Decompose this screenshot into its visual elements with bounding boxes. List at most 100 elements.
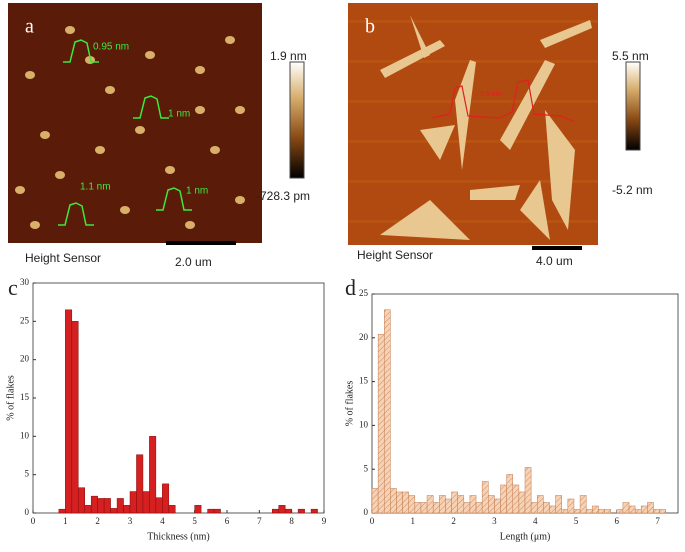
bar — [142, 491, 150, 514]
flake — [65, 26, 75, 34]
flake — [410, 15, 430, 58]
bar — [371, 488, 379, 514]
colorbar-b — [625, 61, 641, 151]
height-annotation: 3.6 nm — [480, 91, 502, 98]
bar — [123, 505, 131, 514]
bar — [278, 505, 286, 514]
flake — [210, 146, 220, 154]
bar — [213, 508, 221, 514]
flake — [30, 221, 40, 229]
scan-stripe — [348, 220, 598, 223]
bar — [390, 488, 397, 514]
scan-stripe — [348, 180, 598, 183]
scan-stripe — [348, 100, 598, 103]
bar — [518, 491, 526, 514]
bar — [561, 509, 569, 514]
flake — [235, 106, 245, 114]
flake — [40, 131, 50, 139]
flake — [420, 125, 455, 160]
flake — [235, 196, 245, 204]
height-profile — [58, 202, 94, 226]
flake — [470, 185, 520, 200]
flake — [120, 206, 130, 214]
channel-label: Height Sensor — [357, 248, 433, 262]
bar — [284, 508, 292, 514]
flake — [145, 51, 155, 59]
bar — [90, 495, 98, 514]
x-tick-label: 0 — [31, 516, 36, 526]
y-tick-label: 0 — [25, 507, 30, 517]
flake — [185, 221, 195, 229]
bar — [408, 495, 416, 514]
flake — [15, 186, 25, 194]
bar — [598, 509, 605, 514]
bar — [536, 495, 544, 514]
x-tick-label: 9 — [322, 516, 327, 526]
y-tick-label: 5 — [364, 463, 369, 473]
bar — [155, 497, 163, 514]
x-tick-label: 3 — [492, 516, 497, 526]
y-tick-label: 15 — [359, 376, 369, 386]
bar — [592, 505, 599, 514]
bar — [194, 505, 202, 514]
y-tick-label: 30 — [20, 277, 30, 287]
bar — [445, 498, 452, 514]
y-tick-label: 0 — [364, 507, 369, 517]
bar — [604, 509, 611, 514]
y-axis-label: % of flakes — [5, 375, 16, 421]
flake — [135, 126, 145, 134]
bar — [628, 505, 636, 514]
bar — [634, 509, 642, 514]
bar — [524, 467, 532, 514]
bar — [110, 508, 118, 514]
bar — [500, 484, 507, 514]
flake — [540, 20, 592, 48]
colorbar-min: -728.3 pm — [256, 189, 310, 203]
bar — [512, 484, 520, 514]
height-annotation: 0.95 nm — [93, 42, 129, 53]
x-axis-label: Thickness (nm) — [147, 531, 210, 542]
bar — [439, 495, 446, 514]
flake — [55, 171, 65, 179]
panel-letter: b — [365, 16, 375, 38]
flake — [520, 180, 550, 240]
scan-stripe — [348, 140, 598, 143]
bar — [377, 334, 385, 514]
scale-bar-label: 4.0 um — [536, 254, 573, 268]
bar — [71, 321, 79, 514]
bar — [616, 509, 624, 514]
x-tick-label: 2 — [451, 516, 456, 526]
y-tick-label: 25 — [359, 288, 369, 298]
flake — [195, 66, 205, 74]
flake — [95, 146, 105, 154]
bar — [136, 454, 144, 514]
bar — [65, 309, 73, 514]
flake — [195, 106, 205, 114]
bar — [530, 502, 538, 514]
scale-bar — [532, 246, 582, 250]
bar — [168, 505, 176, 514]
scan-stripe — [348, 20, 598, 23]
bar — [543, 502, 550, 514]
height-annotation: 1 nm — [186, 186, 208, 197]
bar — [383, 309, 391, 514]
bar — [659, 509, 667, 514]
height-annotation: 1.1 nm — [80, 182, 111, 193]
panel-letter: a — [25, 16, 34, 38]
scale-bar-label: 2.0 um — [175, 255, 212, 269]
flake — [545, 110, 575, 230]
bar — [414, 502, 422, 514]
x-axis-label: Length (μm) — [500, 531, 551, 542]
bar — [488, 495, 495, 514]
panel-letter: d — [345, 275, 356, 300]
height-profile — [133, 95, 169, 119]
x-tick-label: 4 — [533, 516, 538, 526]
flake — [165, 166, 175, 174]
x-tick-label: 0 — [370, 516, 375, 526]
flake — [500, 60, 555, 150]
bar — [58, 508, 66, 514]
height-profile — [156, 187, 192, 211]
bar — [103, 498, 111, 514]
bar — [549, 505, 556, 514]
